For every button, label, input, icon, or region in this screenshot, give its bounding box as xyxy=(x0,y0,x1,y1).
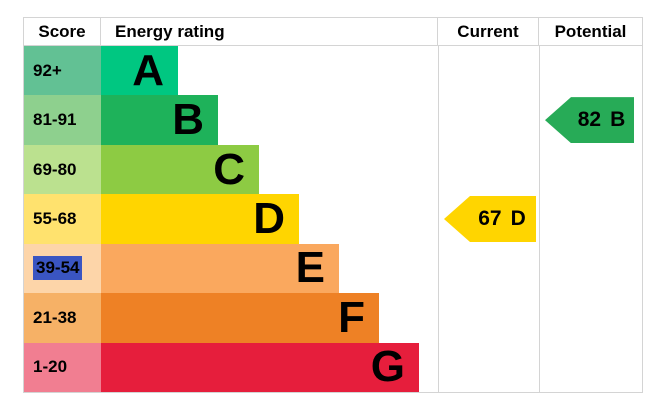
header-score: Score xyxy=(24,18,101,45)
header-energy-rating-label: Energy rating xyxy=(115,21,225,41)
header-score-label: Score xyxy=(38,21,86,41)
score-range-label-c: 69-80 xyxy=(33,159,77,179)
header-current-label: Current xyxy=(457,21,519,41)
bar-cell-a: A xyxy=(101,45,438,96)
header-potential: Potential xyxy=(539,18,642,45)
current-cell-b xyxy=(438,95,539,145)
band-row-b: 81-91 B 82 B xyxy=(24,95,642,145)
band-letter-c: C xyxy=(213,144,245,194)
current-rating-value: 67 xyxy=(478,206,502,230)
band-row-a: 92+ A xyxy=(24,45,642,96)
current-cell-a xyxy=(438,46,539,96)
score-range-label-f: 21-38 xyxy=(33,307,77,327)
band-row-g: 1-20 G xyxy=(24,342,642,392)
current-cell-e xyxy=(438,243,539,294)
score-range-label-e-selected: 39-54 xyxy=(33,256,83,281)
band-letter-d: D xyxy=(253,193,285,243)
score-range-label-b: 81-91 xyxy=(33,110,77,130)
band-row-c: 69-80 C xyxy=(24,144,642,195)
score-cell-g: 1-20 xyxy=(24,342,101,392)
current-rating-band: D xyxy=(510,206,526,230)
energy-band-bar-g: G xyxy=(101,342,419,392)
band-row-d: 55-68 D 67 D xyxy=(24,193,642,244)
header-energy-rating: Energy rating xyxy=(101,18,438,45)
bar-cell-b: B xyxy=(101,95,438,145)
potential-cell-g xyxy=(539,342,642,392)
potential-rating-band: B xyxy=(610,108,626,132)
chart-header-row: Score Energy rating Current Potential xyxy=(24,18,642,46)
energy-band-bar-f: F xyxy=(101,292,379,343)
bar-cell-c: C xyxy=(101,144,438,195)
potential-rating-arrow: 82 B xyxy=(545,97,634,144)
current-cell-f xyxy=(438,293,539,343)
potential-cell-e xyxy=(539,243,642,294)
current-rating-arrow: 67 D xyxy=(444,195,536,242)
band-row-e: 39-54 E xyxy=(24,243,642,294)
score-range-label-d: 55-68 xyxy=(33,208,77,228)
header-potential-label: Potential xyxy=(554,21,627,41)
potential-cell-f xyxy=(539,293,642,343)
epc-rating-chart: Score Energy rating Current Potential 92… xyxy=(23,17,643,393)
header-current: Current xyxy=(438,18,539,45)
bar-cell-f: F xyxy=(101,292,438,343)
energy-band-bar-e: E xyxy=(101,243,339,294)
score-cell-e: 39-54 xyxy=(24,243,101,294)
band-rows: 92+ A 81-91 B 82 B xyxy=(24,46,642,392)
score-cell-c: 69-80 xyxy=(24,144,101,195)
energy-band-bar-c: C xyxy=(101,144,259,195)
band-letter-g: G xyxy=(370,342,405,392)
score-cell-a: 92+ xyxy=(24,46,101,96)
score-range-label-g: 1-20 xyxy=(33,357,68,377)
current-cell-g xyxy=(438,342,539,392)
band-letter-a: A xyxy=(132,45,164,95)
potential-cell-b: 82 B xyxy=(539,95,642,145)
score-cell-d: 55-68 xyxy=(24,194,101,244)
potential-cell-d xyxy=(539,194,642,244)
energy-band-bar-a: A xyxy=(101,45,178,96)
potential-cell-c xyxy=(539,144,642,195)
band-letter-f: F xyxy=(338,292,365,342)
score-cell-b: 81-91 xyxy=(24,95,101,145)
bar-cell-e: E xyxy=(101,243,438,294)
potential-cell-a xyxy=(539,46,642,96)
energy-band-bar-d: D xyxy=(101,193,299,244)
band-letter-e: E xyxy=(295,243,325,293)
energy-band-bar-b: B xyxy=(101,95,218,145)
potential-rating-value: 82 xyxy=(577,108,602,132)
current-cell-c xyxy=(438,144,539,195)
score-cell-f: 21-38 xyxy=(24,293,101,343)
bar-cell-g: G xyxy=(101,342,438,392)
score-range-label-a: 92+ xyxy=(33,60,62,80)
current-cell-d: 67 D xyxy=(438,194,539,244)
bar-cell-d: D xyxy=(101,193,438,244)
band-letter-b: B xyxy=(172,95,204,145)
band-row-f: 21-38 F xyxy=(24,292,642,343)
